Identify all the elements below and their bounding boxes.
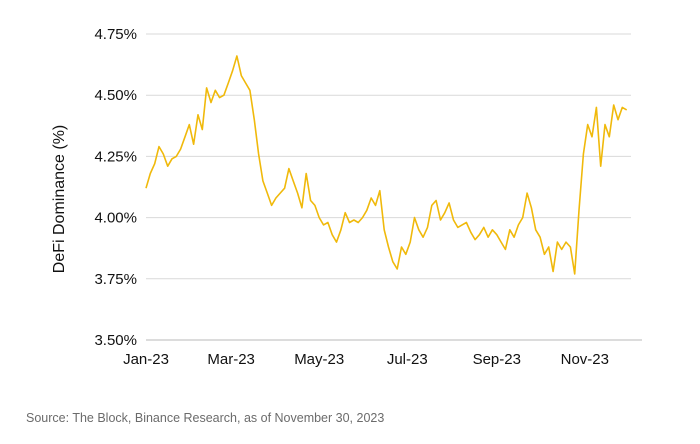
x-tick-label: Nov-23 bbox=[561, 351, 609, 368]
source-note: Source: The Block, Binance Research, as … bbox=[26, 411, 385, 425]
x-tick-label: Jul-23 bbox=[387, 351, 428, 368]
y-tick-label: 4.25% bbox=[94, 148, 137, 165]
x-tick-label: Jan-23 bbox=[123, 351, 169, 368]
y-tick-label: 4.50% bbox=[94, 87, 137, 104]
y-axis-title: DeFi Dominance (%) bbox=[51, 125, 68, 273]
series-line bbox=[145, 55, 628, 275]
x-tick-label: Mar-23 bbox=[207, 351, 255, 368]
x-tick-label: Sep-23 bbox=[473, 351, 521, 368]
y-tick-label: 3.75% bbox=[94, 271, 137, 288]
y-axis-ticks: 3.50% 3.75% 4.00% 4.25% 4.50% 4.75% bbox=[94, 26, 137, 349]
gridlines bbox=[146, 33, 642, 341]
x-axis-ticks: Jan-23 Mar-23 May-23 Jul-23 Sep-23 Nov-23 bbox=[123, 351, 609, 368]
y-tick-label: 3.50% bbox=[94, 332, 137, 349]
x-tick-label: May-23 bbox=[294, 351, 344, 368]
series-group bbox=[145, 55, 628, 275]
y-tick-label: 4.75% bbox=[94, 26, 137, 43]
y-tick-label: 4.00% bbox=[94, 210, 137, 227]
